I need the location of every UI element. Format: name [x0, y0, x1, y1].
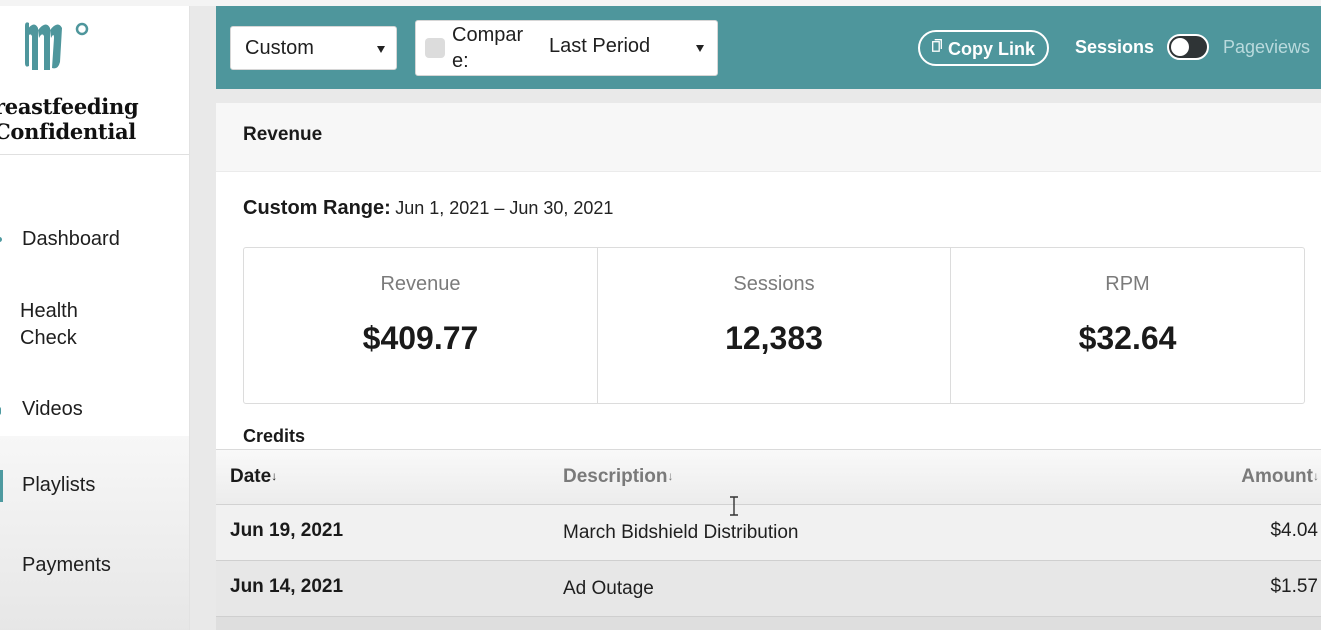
- copy-icon: [932, 39, 942, 52]
- brand-logo-icon[interactable]: [22, 18, 92, 74]
- sidebar-item-label: Videos: [22, 398, 83, 420]
- range-label: Custom Range:: [243, 197, 391, 219]
- sidebar: reastfeeding Confidential Dashboard Heal…: [0, 6, 190, 630]
- cell-description: March Bidshield Distribution: [563, 522, 799, 543]
- sidebar-item-label: Playlists: [22, 474, 96, 496]
- sort-arrow-icon: ↓: [1313, 469, 1319, 483]
- column-description[interactable]: Description↓: [563, 466, 674, 488]
- sessions-pageviews-toggle[interactable]: [1167, 34, 1209, 60]
- divider: [0, 154, 189, 155]
- caret-down-icon: [696, 45, 704, 52]
- brand-line-2: Confidential: [0, 119, 136, 144]
- text-cursor-icon: [730, 496, 738, 516]
- cell-amount: $1.57: [1270, 576, 1318, 597]
- date-range-summary: Custom Range: Jun 1, 2021 – Jun 30, 2021: [243, 197, 613, 220]
- stat-value: $32.64: [1078, 320, 1177, 356]
- compare-control: Compare: Last Period: [415, 20, 718, 76]
- stat-sessions: Sessions 12,383: [597, 248, 950, 403]
- cell-date: Jun 19, 2021: [230, 520, 344, 541]
- stat-label: Sessions: [733, 273, 815, 295]
- credits-title: Credits: [243, 426, 306, 446]
- cell-amount: $4.04: [1270, 520, 1318, 541]
- stat-label: RPM: [1105, 273, 1150, 295]
- pageviews-toggle-label: Pageviews: [1223, 37, 1311, 57]
- column-label: Amount: [1241, 466, 1313, 487]
- sort-arrow-icon: ↓: [667, 469, 674, 483]
- sidebar-item-label: Health Check: [20, 298, 78, 352]
- label-line-1: Health: [20, 300, 78, 322]
- label-line-2: Check: [20, 327, 77, 349]
- bullet-icon: [0, 407, 1, 415]
- sessions-toggle-label: Sessions: [1075, 37, 1155, 57]
- stat-label: Revenue: [380, 273, 461, 295]
- table-row[interactable]: Jun 14, 2021 Ad Outage $1.57: [216, 561, 1321, 617]
- sort-arrow-icon: ↓: [271, 469, 278, 483]
- copy-link-label: Copy Link: [948, 39, 1036, 59]
- column-amount[interactable]: Amount↓: [1241, 466, 1319, 488]
- sidebar-lower-area: [0, 436, 189, 630]
- caret-down-icon: [377, 46, 385, 53]
- card-header: Revenue: [216, 103, 1321, 172]
- date-range-value: Custom: [245, 37, 314, 59]
- column-label: Description: [563, 466, 668, 487]
- stat-revenue: Revenue $409.77: [244, 248, 597, 403]
- revenue-card: Revenue Custom Range: Jun 1, 2021 – Jun …: [216, 103, 1321, 630]
- bullet-icon: [0, 237, 2, 242]
- sidebar-item-label: Dashboard: [22, 228, 120, 250]
- brand-line-1: reastfeeding: [0, 94, 139, 119]
- sidebar-item-label: Payments: [22, 554, 111, 576]
- active-indicator: [0, 470, 3, 502]
- stat-value: 12,383: [725, 320, 823, 356]
- range-value: Jun 1, 2021 – Jun 30, 2021: [395, 198, 614, 218]
- copy-link-button[interactable]: Copy Link: [918, 30, 1049, 66]
- cell-date: Jun 14, 2021: [230, 576, 344, 597]
- stat-rpm: RPM $32.64: [950, 248, 1304, 403]
- page-title: Revenue: [243, 124, 323, 145]
- stat-value: $409.77: [362, 320, 479, 356]
- cell-description: Ad Outage: [563, 578, 654, 599]
- stats-panel: Revenue $409.77 Sessions 12,383 RPM $32.…: [243, 247, 1305, 404]
- column-label: Date: [230, 466, 272, 487]
- top-strip: [0, 0, 1321, 6]
- table-row[interactable]: [216, 617, 1321, 630]
- compare-period-select[interactable]: Last Period: [549, 35, 651, 57]
- table-row[interactable]: Jun 19, 2021 March Bidshield Distributio…: [216, 505, 1321, 561]
- credits-table-header: Date↓ Description↓ Amount↓: [216, 449, 1321, 505]
- filter-toolbar: Custom Compare: Last Period Copy Link Se…: [216, 6, 1321, 89]
- brand-name: reastfeeding Confidential: [0, 94, 139, 144]
- compare-label: Compare:: [452, 24, 524, 72]
- compare-checkbox[interactable]: [425, 38, 445, 58]
- date-range-select[interactable]: Custom: [230, 26, 397, 70]
- toggle-knob: [1171, 38, 1189, 56]
- column-date[interactable]: Date↓: [230, 466, 277, 488]
